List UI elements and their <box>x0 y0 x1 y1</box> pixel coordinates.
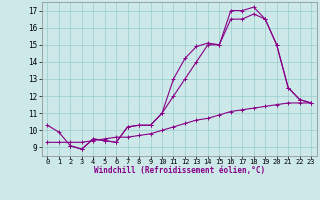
X-axis label: Windchill (Refroidissement éolien,°C): Windchill (Refroidissement éolien,°C) <box>94 166 265 175</box>
